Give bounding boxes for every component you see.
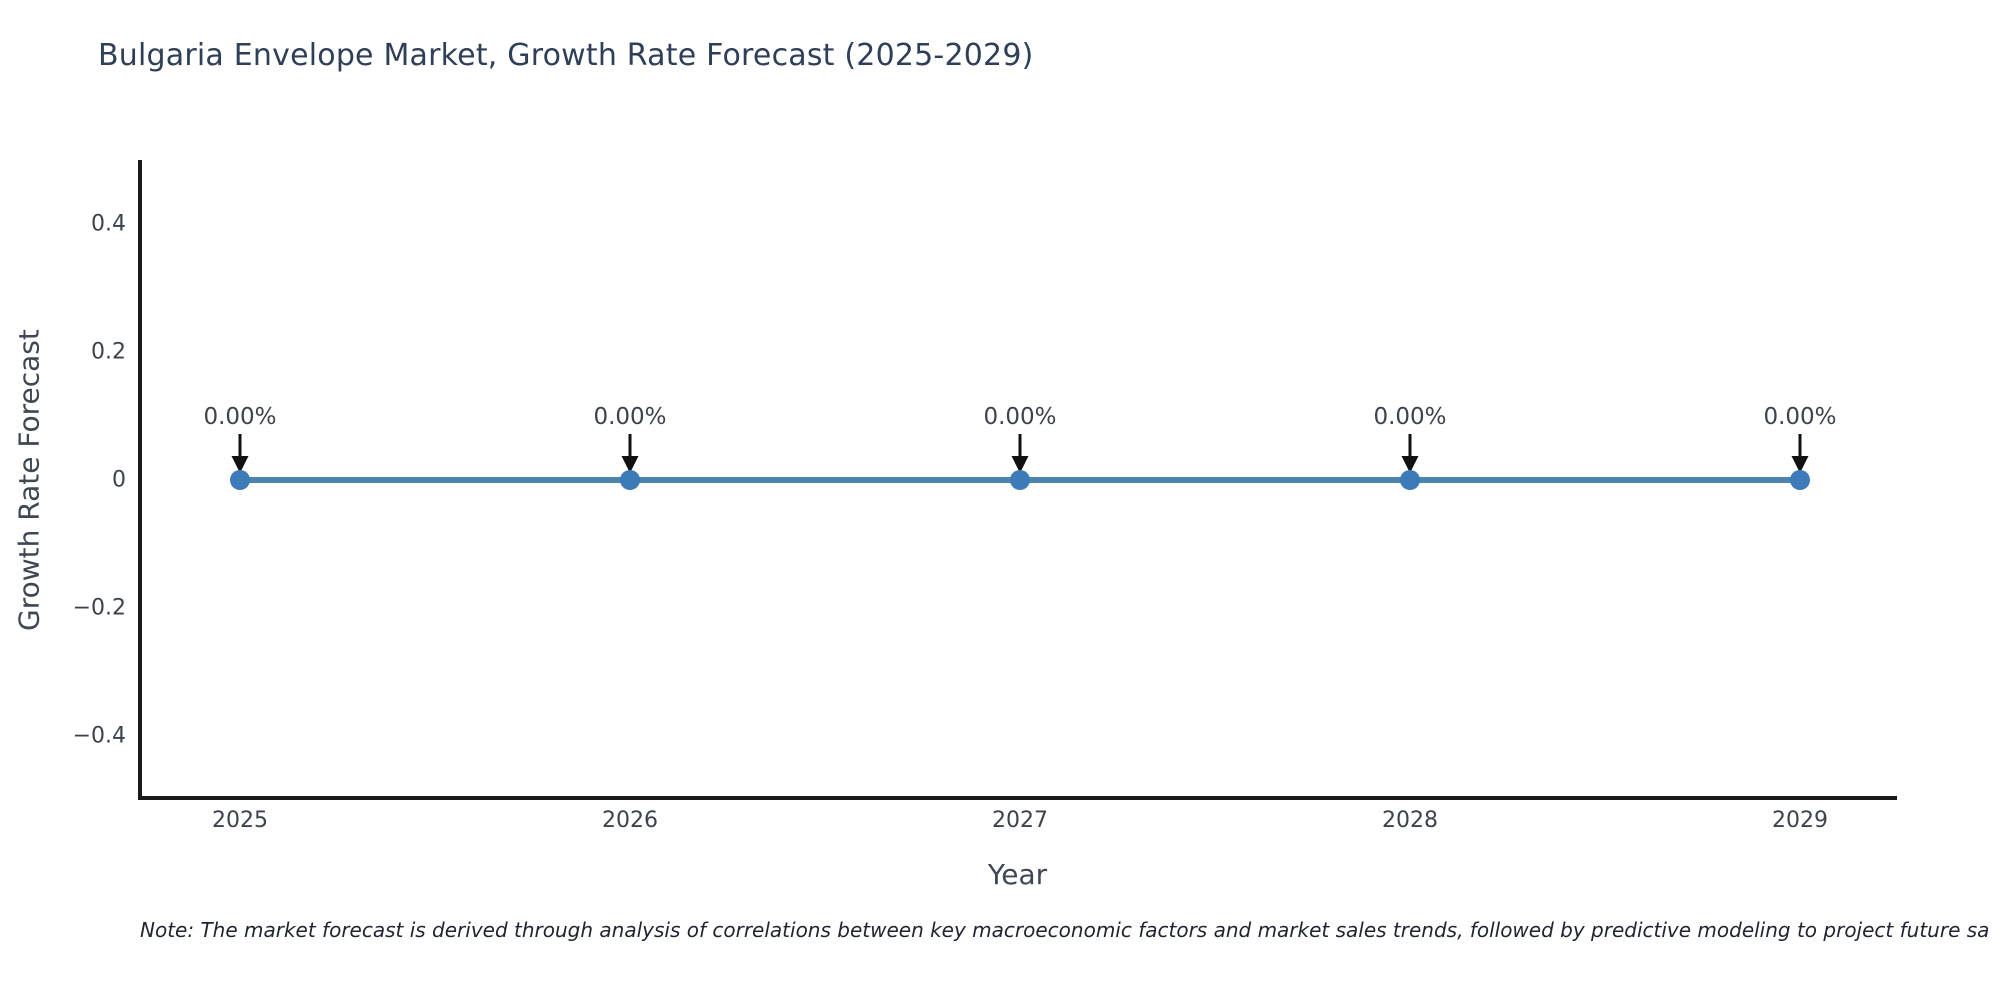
data-point-annotation: 0.00% [1373, 404, 1447, 430]
chart-title: Bulgaria Envelope Market, Growth Rate Fo… [98, 38, 1034, 73]
annotation-arrow-head [231, 456, 249, 473]
x-tick-label: 2025 [212, 808, 268, 833]
y-tick-label: −0.2 [72, 595, 126, 621]
data-point-annotation: 0.00% [593, 404, 667, 430]
annotation-arrow-head [1011, 456, 1029, 473]
y-tick-label: 0.4 [91, 211, 126, 237]
annotation-arrow-head [621, 456, 639, 473]
data-point-marker [1010, 470, 1030, 490]
annotation-arrow-head [1791, 456, 1809, 473]
x-tick-label: 2028 [1382, 808, 1438, 833]
footnote: Note: The market forecast is derived thr… [140, 918, 1990, 942]
x-tick-label: 2027 [992, 808, 1048, 833]
data-point-marker [230, 470, 250, 490]
data-point-marker [1400, 470, 1420, 490]
data-point-annotation: 0.00% [983, 404, 1057, 430]
data-point-annotation: 0.00% [203, 404, 277, 430]
y-tick-label: 0.2 [91, 339, 126, 365]
y-tick-label: 0 [112, 467, 126, 493]
data-point-marker [620, 470, 640, 490]
data-point-annotation: 0.00% [1763, 404, 1837, 430]
data-point-marker [1790, 470, 1810, 490]
x-tick-label: 2029 [1772, 808, 1828, 833]
annotation-arrow-head [1401, 456, 1419, 473]
y-tick-label: −0.4 [72, 723, 126, 749]
x-tick-label: 2026 [602, 808, 658, 833]
plot-area [138, 160, 1897, 800]
x-axis-title: Year [987, 858, 1048, 891]
